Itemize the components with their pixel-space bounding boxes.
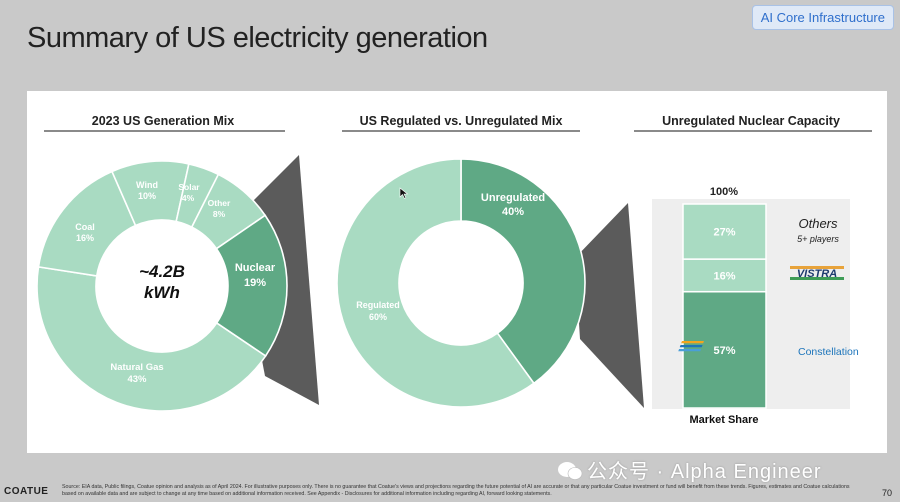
wechat-bubble-small (567, 467, 583, 480)
page-number: 70 (881, 488, 892, 498)
slice-value-regulated: 60% (369, 312, 387, 322)
wechat-icon (558, 462, 583, 480)
slice-nuclear (215, 214, 288, 358)
watermark-text: 公众号 · Alpha Engineer (587, 461, 822, 483)
regulated-mix-donut (336, 158, 586, 408)
vistra-logo: VISTRA (790, 266, 844, 280)
connector-wedge-right (575, 203, 644, 408)
constellation-logo-text: Constellation (798, 346, 859, 358)
bar-x-axis-label: Market Share (689, 414, 758, 426)
segment-value-constellation: 57% (713, 345, 735, 357)
vistra-logo-text: VISTRA (797, 268, 837, 280)
donut1-center-unit: kWh (144, 283, 180, 302)
slice-value-solar: 4% (182, 193, 195, 203)
segment-value-vistra: 16% (713, 270, 735, 282)
source-footnote: Source: EIA data, Public filings, Coatue… (62, 484, 850, 497)
slice-value-wind: 10% (138, 191, 156, 201)
slice-value-unregulated: 40% (502, 206, 524, 218)
vistra-logo-band-top (790, 266, 844, 269)
slice-label-regulated: Regulated (356, 300, 400, 310)
segment-value-others: 27% (713, 227, 735, 239)
chart3-title: Unregulated Nuclear Capacity (662, 114, 840, 128)
constellation-stripe-2 (679, 345, 703, 348)
charts-panel: 2023 US Generation Mix US Regulated vs. … (27, 91, 887, 453)
chart2-title: US Regulated vs. Unregulated Mix (360, 114, 563, 128)
slice-value-natural-gas: 43% (127, 374, 147, 385)
slice-label-other: Other (208, 198, 231, 208)
generation-mix-donut (36, 160, 288, 412)
slice-label-unregulated: Unregulated (481, 192, 545, 204)
slice-natural-gas (36, 265, 267, 412)
bar-segment-vistra (682, 258, 767, 293)
chart1-title: 2023 US Generation Mix (92, 114, 234, 128)
segment-label-others: Others (798, 216, 838, 231)
donut1-center-value: ~4.2B (139, 262, 185, 281)
mouse-cursor-icon (399, 187, 409, 199)
slice-label-wind: Wind (136, 180, 158, 190)
watermark: 公众号 · Alpha Engineer (557, 455, 822, 484)
constellation-logo: Constellation (678, 341, 859, 358)
constellation-stripe-1 (681, 341, 705, 344)
constellation-stripe-3 (678, 349, 702, 352)
slice-regulated (336, 158, 536, 408)
slice-label-coal: Coal (75, 222, 95, 232)
slice-label-nuclear: Nuclear (235, 262, 276, 274)
slice-value-nuclear: 19% (244, 277, 266, 289)
slice-label-natural-gas: Natural Gas (110, 362, 163, 373)
bar-segment-others (682, 203, 767, 260)
slice-unregulated (460, 158, 586, 385)
charts-svg: 2023 US Generation Mix US Regulated vs. … (36, 114, 872, 426)
segment-sublabel-others: 5+ players (797, 234, 839, 244)
slice-label-solar: Solar (178, 182, 200, 192)
vistra-logo-band-bottom (790, 277, 844, 280)
slice-value-other: 8% (213, 209, 226, 219)
bar-total-label: 100% (710, 186, 738, 198)
section-badge: AI Core Infrastructure (751, 5, 894, 30)
slide-title: Summary of US electricity generation (27, 22, 488, 54)
coatue-logo: COATUE (4, 486, 49, 497)
slice-value-coal: 16% (76, 233, 94, 243)
